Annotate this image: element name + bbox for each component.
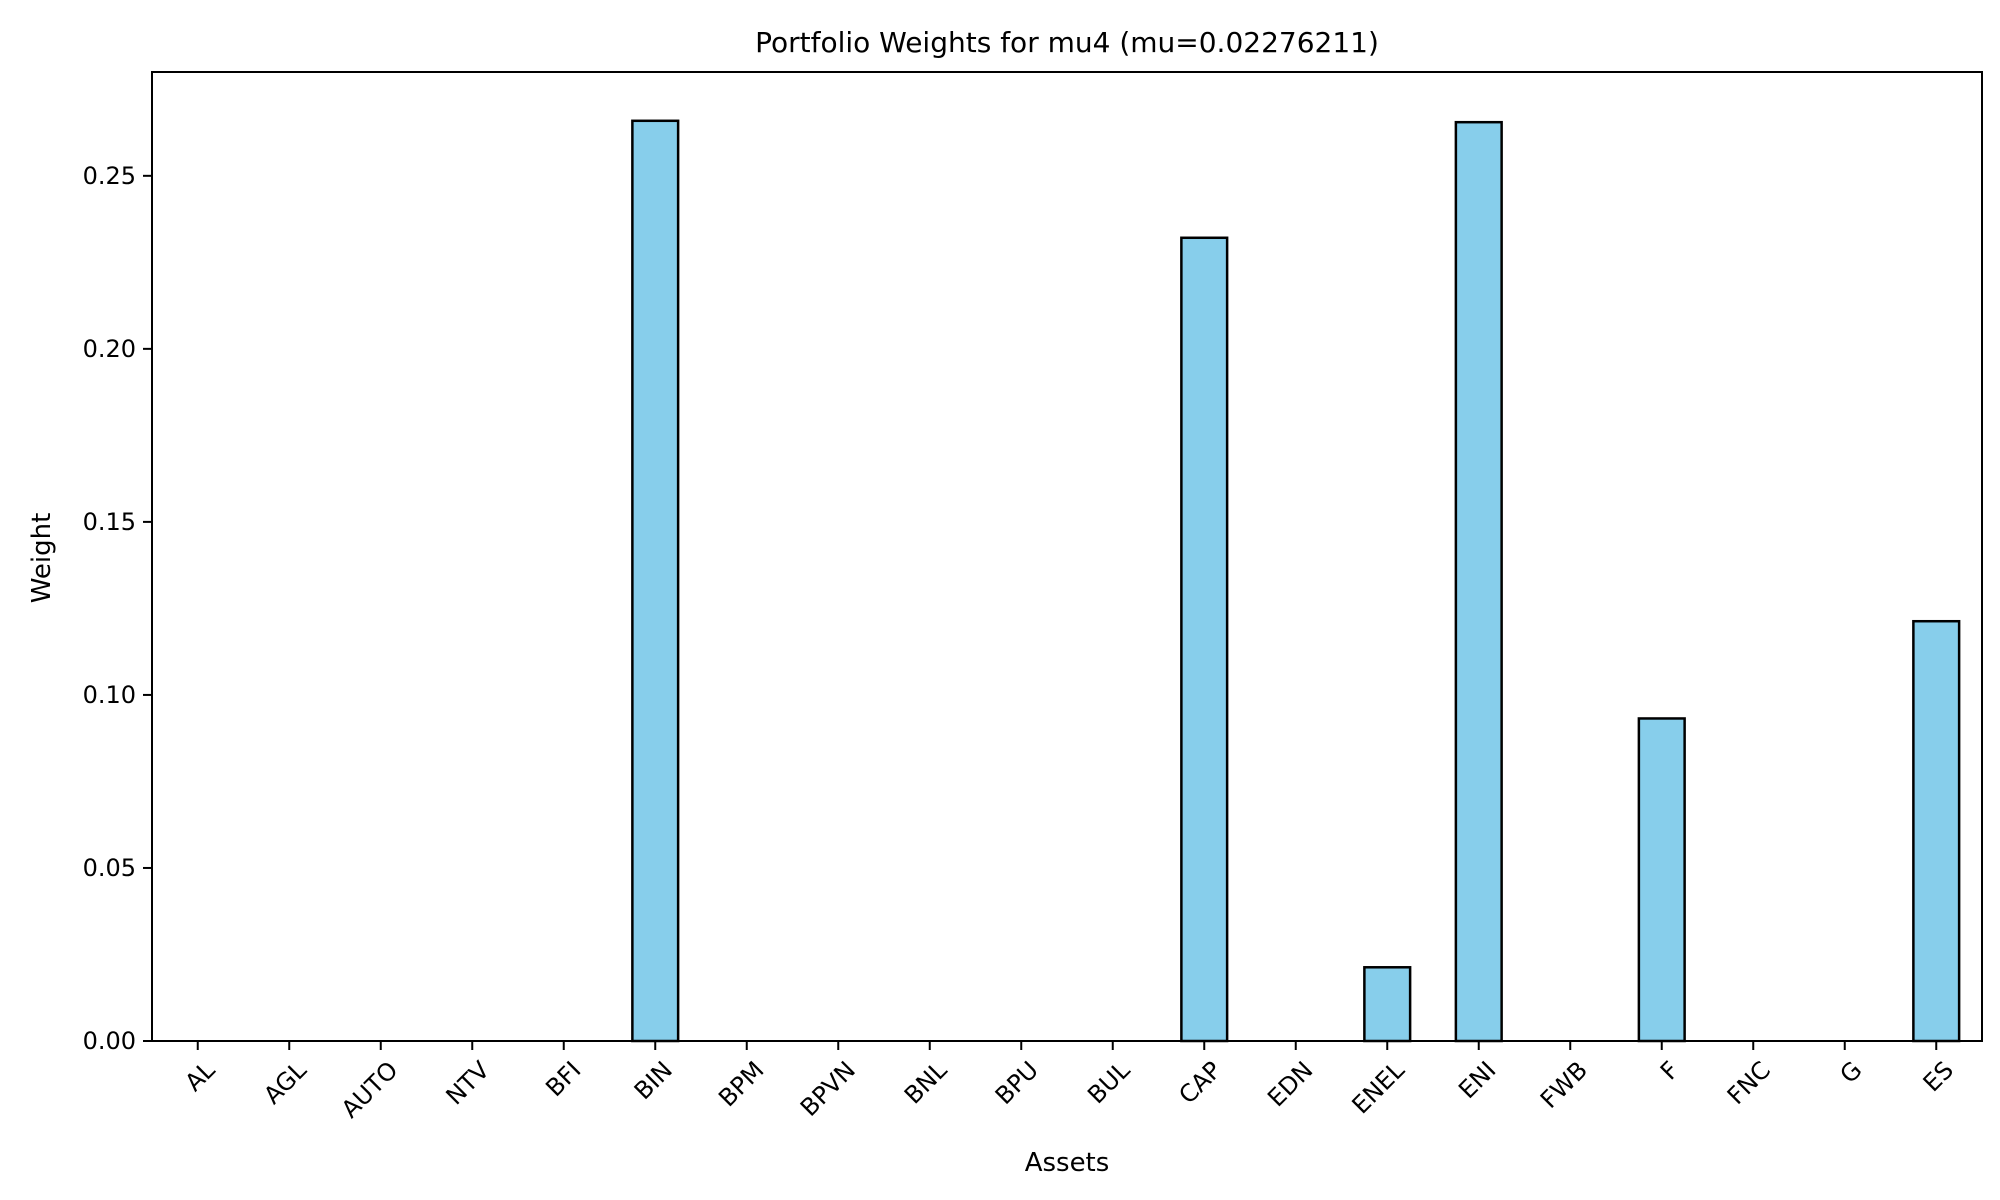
y-axis-label: Weight [27, 513, 57, 604]
y-tick-label: 0.05 [83, 854, 136, 882]
x-tick-label-bin: BIN [629, 1056, 678, 1105]
x-axis-label: Assets [1025, 1148, 1110, 1178]
chart-title: Portfolio Weights for mu4 (mu=0.02276211… [755, 26, 1379, 59]
x-tick-label-ntv: NTV [441, 1056, 496, 1111]
bar-f [1637, 717, 1686, 1043]
x-tick-label-bul: BUL [1082, 1055, 1136, 1109]
x-axis-ticks: AL AGL AUTO NTV BFI BIN BPM BPVN BNL BPU BUL CAP EDN… [180, 1041, 1959, 1123]
x-tick-label-bnl: BNL [899, 1055, 953, 1109]
bar-enel [1363, 966, 1412, 1043]
y-tick-label: 0.15 [83, 508, 136, 536]
x-tick-label-agl: AGL [258, 1055, 312, 1109]
x-tick-label-al: AL [180, 1055, 221, 1096]
y-tick-label: 0.20 [83, 335, 136, 363]
bars-group [631, 119, 1961, 1043]
plot-frame [151, 71, 1983, 1042]
x-tick-label-eni: ENI [1453, 1056, 1501, 1104]
y-tick-label: 0.10 [83, 681, 136, 709]
y-axis-ticks: 0.00 0.05 0.10 0.15 0.20 0.25 [83, 162, 152, 1055]
bar-es [1912, 619, 1961, 1043]
y-tick-label: 0.25 [83, 162, 136, 190]
y-tick-label: 0.00 [83, 1027, 136, 1055]
x-tick-label-cap: CAP [1173, 1056, 1226, 1109]
x-tick-label-fnc: FNC [1722, 1056, 1776, 1110]
x-tick-label-enel: ENEL [1347, 1055, 1411, 1119]
x-tick-label-fwb: FWB [1535, 1056, 1593, 1114]
x-tick-label-bfi: BFI [540, 1056, 586, 1102]
x-tick-label-bpu: BPU [990, 1056, 1044, 1110]
x-tick-label-bpvn: BPVN [795, 1056, 861, 1122]
bar-bin [631, 119, 680, 1043]
x-tick-label-bpm: BPM [713, 1056, 769, 1112]
x-tick-label-auto: AUTO [336, 1056, 404, 1124]
x-tick-label-f: F [1655, 1056, 1685, 1086]
x-tick-label-es: ES [1918, 1056, 1959, 1097]
x-tick-label-edn: EDN [1262, 1056, 1318, 1112]
bar-cap [1180, 236, 1229, 1043]
bar-eni [1454, 120, 1503, 1043]
x-tick-label-g: G [1835, 1056, 1868, 1089]
